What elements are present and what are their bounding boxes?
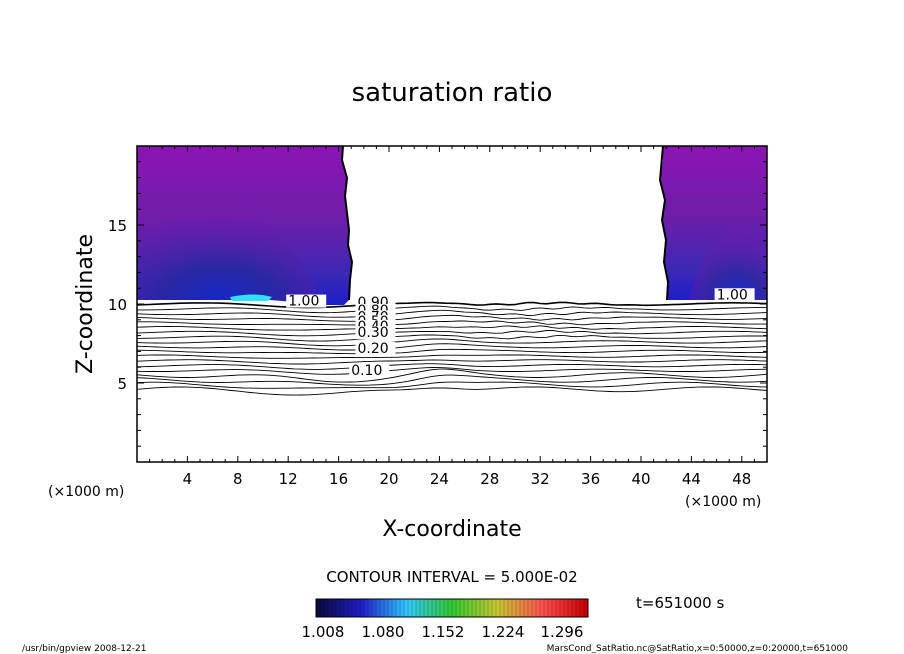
contour-label: 1.00 — [288, 294, 319, 310]
contour-line — [136, 343, 768, 351]
contour-lines — [136, 301, 768, 396]
footer-left: /usr/bin/gpview 2008-12-21 — [22, 644, 146, 654]
colorbar-label: 1.152 — [422, 623, 465, 641]
contour-label-bg — [349, 364, 390, 378]
contour-labels: 1.000.900.800.700.500.400.300.200.101.00 — [286, 287, 755, 379]
colorbar-label: 1.080 — [362, 623, 405, 641]
x-tick-label: 8 — [233, 470, 243, 488]
x-unit-right: (×1000 m) — [685, 494, 761, 510]
colorbar-label: 1.296 — [541, 623, 584, 641]
contour-line — [136, 368, 768, 383]
footer-right: MarsCond_SatRatio.nc@SatRatio,x=0:50000,… — [547, 644, 849, 654]
contour-label: 0.20 — [358, 341, 389, 357]
time-label: t=651000 s — [636, 594, 724, 612]
y-tick-label: 10 — [108, 296, 127, 314]
x-tick-label: 44 — [682, 470, 701, 488]
contour-line — [136, 386, 768, 396]
colorbar-stripes — [319, 599, 585, 617]
x-tick-label: 28 — [480, 470, 499, 488]
contour-line — [136, 301, 768, 309]
x-tick-label: 20 — [379, 470, 398, 488]
region-left-cyan — [230, 294, 272, 301]
x-tick-label: 48 — [732, 470, 751, 488]
contour-label-bg — [286, 294, 327, 308]
region-left-core — [137, 192, 320, 300]
region-right-core — [690, 215, 767, 300]
contour-label-bg — [714, 288, 755, 302]
y-tick-label: 15 — [108, 217, 127, 235]
contour-line — [137, 305, 767, 314]
contour-line — [136, 314, 768, 322]
y-tick-label: 5 — [117, 375, 127, 393]
contour-label-bg — [355, 341, 396, 355]
boundary-left — [340, 145, 354, 301]
y-axis-label: Z-coordinate — [73, 234, 98, 374]
x-axis-ticks: 4 8 12 16 20 24 28 32 36 40 44 48 — [149, 146, 755, 488]
x-axis-label: X-coordinate — [382, 517, 521, 542]
x-tick-label: 12 — [279, 470, 298, 488]
contour-line — [136, 348, 768, 355]
contour-line — [137, 320, 767, 326]
contour-interval: CONTOUR INTERVAL = 5.000E-02 — [326, 568, 577, 586]
contour-line — [136, 325, 768, 331]
boundary-right — [658, 145, 670, 301]
contour-line — [136, 374, 768, 386]
x-unit-left: (×1000 m) — [48, 484, 124, 500]
colorbar-bar — [315, 598, 589, 618]
colorbar-label: 1.224 — [482, 623, 525, 641]
x-tick-label: 32 — [531, 470, 550, 488]
colorbar-label: 1.008 — [302, 623, 345, 641]
x-tick-label: 36 — [581, 470, 600, 488]
colorbar: 1.008 1.080 1.152 1.224 1.296 — [302, 598, 589, 641]
contour-line — [136, 309, 768, 318]
contour-line — [136, 330, 768, 337]
x-tick-label: 16 — [329, 470, 348, 488]
colorbar-labels: 1.008 1.080 1.152 1.224 1.296 — [302, 623, 584, 641]
contour-label: 1.00 — [717, 287, 748, 303]
x-tick-label: 24 — [430, 470, 449, 488]
contour-label-bg — [355, 326, 396, 340]
plot-area: 1.000.900.800.700.500.400.300.200.101.00… — [108, 145, 768, 488]
contour-line — [136, 367, 768, 375]
contour-label: 0.30 — [358, 325, 389, 341]
contour-line — [136, 381, 767, 389]
contour-label: 0.10 — [351, 363, 382, 379]
contour-line — [136, 338, 768, 347]
x-tick-label: 40 — [631, 470, 650, 488]
contour-line — [136, 354, 768, 359]
x-tick-label: 4 — [183, 470, 193, 488]
contour-line — [136, 363, 768, 370]
y-axis-ticks: 5 10 15 — [108, 161, 767, 447]
contour-line — [136, 334, 768, 342]
contour-line — [136, 359, 768, 365]
chart-title: saturation ratio — [352, 78, 553, 108]
